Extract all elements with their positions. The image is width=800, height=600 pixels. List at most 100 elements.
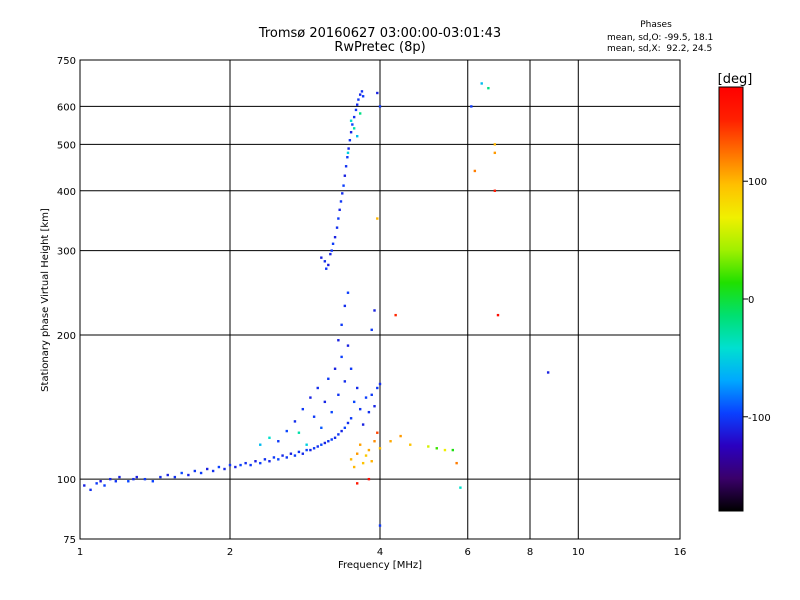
data-point (135, 475, 138, 479)
data-point (254, 460, 257, 463)
data-point (277, 440, 280, 443)
x-tick-label: 8 (527, 547, 533, 558)
data-point (325, 267, 328, 270)
data-point (339, 200, 343, 203)
data-point (127, 480, 130, 483)
data-point (361, 95, 365, 98)
data-point (373, 309, 376, 312)
data-point (293, 420, 297, 423)
data-point (378, 382, 382, 386)
data-point (367, 477, 371, 481)
data-point (352, 127, 356, 130)
y-axis-label: Stationary phase Virtual Height [km] (40, 208, 51, 392)
data-point (493, 151, 497, 155)
data-point (223, 467, 226, 471)
data-point (143, 477, 147, 481)
data-point (159, 475, 162, 479)
data-point (234, 465, 237, 469)
phase-stats-x: mean, sd,X: 92.2, 24.5 (607, 44, 713, 54)
data-point (358, 93, 362, 96)
data-point (289, 452, 293, 455)
data-point (355, 386, 359, 390)
data-point (330, 249, 333, 252)
data-point (166, 473, 169, 477)
data-point (340, 323, 343, 327)
data-point (211, 469, 215, 473)
data-point (470, 105, 473, 108)
x-tick-label: 4 (377, 547, 383, 558)
data-point (361, 461, 365, 465)
data-point (103, 484, 106, 487)
data-point (361, 423, 365, 426)
y-tick-label: 300 (57, 247, 76, 258)
colorbar-tick-label: -100 (748, 413, 771, 424)
data-point (347, 147, 350, 150)
data-point (376, 431, 379, 434)
data-point (309, 396, 312, 399)
data-point (305, 448, 308, 452)
data-point (285, 456, 288, 459)
data-point (348, 139, 352, 142)
data-point (335, 226, 339, 229)
data-point (338, 208, 341, 212)
data-point (301, 452, 305, 455)
data-point (151, 480, 155, 483)
data-point (323, 260, 327, 263)
plot-area-frame (79, 59, 681, 540)
chart-title: Tromsø 20160627 03:00:00-03:01:43 (258, 26, 502, 41)
data-point (297, 450, 301, 454)
data-point (352, 115, 356, 119)
data-point (301, 407, 305, 411)
data-point (268, 460, 271, 463)
data-point (89, 488, 92, 492)
data-point (316, 386, 319, 390)
data-point (376, 91, 379, 95)
data-point (349, 119, 353, 122)
data-point (337, 433, 340, 436)
data-point (337, 393, 340, 397)
data-point (337, 339, 340, 342)
data-point (459, 486, 462, 489)
x-tick-label: 2 (227, 547, 233, 558)
data-point (272, 456, 276, 459)
data-point (364, 396, 368, 399)
data-point (355, 103, 359, 106)
data-point (487, 86, 490, 90)
data-point (349, 131, 353, 134)
data-point (435, 447, 438, 450)
data-point (330, 438, 333, 441)
data-point (343, 426, 347, 430)
data-point (132, 477, 135, 481)
data-point (357, 98, 360, 101)
y-tick-label: 750 (57, 56, 76, 67)
data-point (378, 524, 382, 527)
data-point (376, 386, 379, 390)
data-point (337, 217, 340, 220)
x-tick-label: 10 (572, 547, 585, 558)
data-point (340, 355, 343, 359)
x-tick-label: 16 (674, 547, 687, 558)
data-point (312, 415, 316, 418)
data-point (370, 328, 373, 332)
data-point (394, 313, 397, 317)
data-point (320, 443, 323, 446)
data-point (343, 380, 347, 383)
data-point (367, 448, 371, 452)
data-point (333, 436, 337, 439)
data-point (342, 184, 345, 187)
phase-stats-o: mean, sd,O: -99.5, 18.1 (607, 33, 714, 43)
data-point (281, 454, 284, 457)
data-point (376, 217, 379, 220)
colorbar (718, 86, 744, 512)
y-axis-ticks: 75 100 200 300 400 500 600 750 (57, 56, 76, 546)
data-point (355, 452, 359, 455)
y-tick-label: 500 (57, 140, 76, 151)
data-point (344, 165, 348, 168)
y-tick-label: 600 (57, 102, 76, 113)
data-point (193, 469, 197, 473)
data-point (199, 471, 203, 475)
data-point (95, 482, 98, 485)
data-point (205, 467, 209, 471)
data-point (330, 410, 333, 414)
